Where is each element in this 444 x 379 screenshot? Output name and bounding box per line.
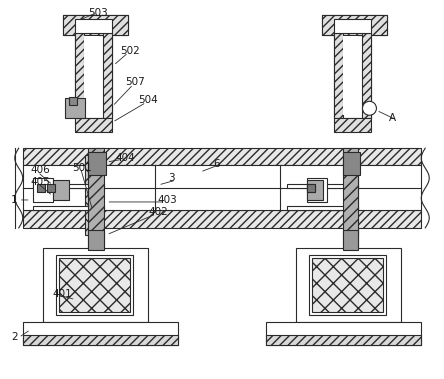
Bar [287,184,358,188]
Text: 503: 503 [88,8,108,18]
Bar [63,15,128,34]
Text: 402: 402 [148,207,168,217]
Bar [333,118,372,132]
Bar [321,15,388,34]
Bar [88,152,107,175]
Bar [75,19,112,33]
Bar [23,210,421,228]
Bar [33,184,104,188]
Bar [287,206,358,210]
Bar [343,148,358,248]
Bar [309,255,386,315]
Bar [88,230,104,250]
Bar [75,33,112,118]
Bar [88,148,104,248]
Bar [333,33,372,118]
Text: 406: 406 [31,165,51,175]
Bar [307,184,315,192]
Text: 3: 3 [168,173,175,183]
Bar [47,184,55,192]
Bar [68,97,76,105]
Bar [64,98,84,118]
Text: 504: 504 [139,96,158,105]
Bar [33,178,53,202]
Text: 401: 401 [53,289,72,299]
Bar [56,255,133,315]
Bar [333,19,372,33]
Bar [63,15,128,34]
Bar [296,248,401,321]
Bar [343,152,361,175]
Circle shape [362,101,377,115]
Text: 507: 507 [125,77,145,88]
Text: A: A [389,113,396,123]
Bar [321,15,388,34]
Bar [37,184,45,192]
Text: 2: 2 [11,332,17,343]
Bar [103,33,112,118]
Bar [344,155,357,235]
Bar [307,184,315,192]
Text: 403: 403 [157,195,177,205]
Bar [362,33,372,118]
Bar [23,321,178,345]
Bar [343,230,358,250]
Bar [59,258,131,312]
Text: 405: 405 [31,177,51,187]
Bar [266,335,421,345]
Text: 501: 501 [72,163,92,173]
Bar [84,155,99,235]
Bar [307,178,327,202]
Bar [23,335,178,345]
Bar [307,180,323,200]
Bar [312,258,384,312]
Bar [23,165,421,210]
Bar [75,118,112,132]
Bar [343,36,358,115]
Bar [53,180,68,200]
Text: 404: 404 [115,153,135,163]
Bar [23,148,421,165]
Bar [266,321,421,345]
Bar [75,33,83,118]
Text: 502: 502 [120,45,140,55]
Bar [83,36,99,115]
Text: 6: 6 [213,159,220,169]
Bar [333,33,343,118]
Bar [33,206,104,210]
Text: 1: 1 [11,195,17,205]
Bar [43,248,148,321]
